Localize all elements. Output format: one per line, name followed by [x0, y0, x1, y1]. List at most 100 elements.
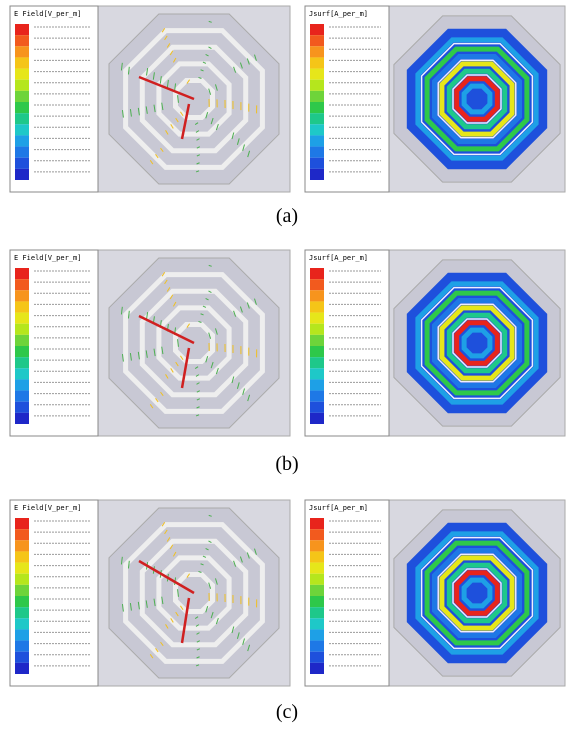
field-vector [121, 353, 124, 362]
legend-title: Jsurf[A_per_m] [309, 254, 368, 262]
legend-swatch [310, 379, 324, 391]
field-vector [149, 160, 154, 165]
field-vector [215, 617, 219, 625]
field-vector [196, 656, 200, 659]
spiral-gap [452, 568, 502, 618]
current-band [454, 570, 500, 616]
field-vector [196, 640, 200, 643]
current-band [432, 548, 522, 638]
legend-swatch [15, 562, 29, 574]
field-vector [215, 123, 219, 131]
field-vector [155, 154, 159, 159]
legend-swatch [310, 368, 324, 380]
field-vector [175, 361, 179, 367]
field-vector [127, 560, 130, 569]
spiral-track [139, 288, 249, 398]
field-vector [161, 271, 166, 277]
caption: (c) [276, 701, 298, 723]
field-vector [198, 76, 202, 79]
legend-title: E Field[V_per_m] [14, 10, 81, 18]
legend-swatch [15, 629, 29, 641]
field-vector [120, 556, 123, 565]
spiral-track [123, 272, 265, 414]
legend-swatch [310, 290, 324, 302]
field-vector [195, 624, 200, 627]
field-vector [127, 66, 130, 75]
field-vector [231, 626, 235, 634]
field-vector [121, 109, 124, 118]
legend-swatch [15, 312, 29, 324]
field-vector [170, 618, 174, 623]
field-vector [164, 529, 168, 535]
legend-swatch [310, 540, 324, 552]
field-vector [129, 603, 132, 611]
field-vector [174, 83, 177, 92]
field-vector [164, 279, 168, 285]
current-band [424, 46, 530, 152]
field-vector-strong [180, 103, 191, 140]
legend-swatch [15, 57, 29, 69]
legend-swatch [15, 68, 29, 80]
field-vector [200, 69, 204, 72]
current-band [454, 320, 500, 366]
field-vector [169, 544, 174, 550]
field-vector [161, 27, 166, 33]
field-vector [208, 46, 212, 50]
field-vector [236, 382, 240, 389]
field-vector [166, 537, 171, 542]
legend-swatch [310, 651, 324, 663]
legend-swatch [15, 279, 29, 291]
legend-swatch [15, 640, 29, 652]
spiral-gap [420, 42, 534, 156]
legend-swatch [310, 90, 324, 102]
field-vector [186, 79, 190, 84]
legend-swatch [15, 518, 29, 530]
legend-swatch [310, 113, 324, 125]
legend-swatch [310, 401, 324, 413]
field-vector [152, 72, 155, 80]
legend-swatch [310, 346, 324, 358]
field-vector [161, 102, 164, 111]
field-vector [194, 616, 199, 619]
legend-swatch [15, 596, 29, 608]
current-band [415, 531, 539, 655]
legend-swatch [310, 640, 324, 652]
field-vector [145, 106, 148, 114]
spiral-track [173, 572, 215, 614]
field-vector [208, 514, 212, 517]
field-vector [145, 600, 148, 608]
field-vector [165, 624, 169, 629]
field-vector [208, 290, 212, 294]
field-vector [202, 555, 207, 558]
legend-swatch [310, 102, 324, 114]
field-vector [155, 648, 159, 653]
field-vector [254, 54, 257, 61]
spiral-gap [437, 59, 517, 139]
field-vector [205, 606, 209, 613]
field-vector [215, 367, 219, 375]
field-vector [236, 632, 240, 639]
legend-swatch [310, 68, 324, 80]
legend-swatch [310, 518, 324, 530]
legend-swatch [15, 368, 29, 380]
field-vector [196, 154, 201, 157]
field-vector [159, 76, 162, 84]
field-vector [214, 578, 218, 585]
field-vector [208, 20, 212, 23]
legend-swatch [15, 323, 29, 335]
field-vector [170, 368, 174, 373]
current-band [446, 68, 508, 130]
field-vector [160, 147, 164, 152]
field-vector [194, 122, 199, 125]
field-vector [172, 551, 177, 557]
spiral-track [123, 28, 265, 170]
field-vector [120, 62, 123, 71]
field-vector [177, 339, 179, 347]
field-vector [165, 130, 169, 135]
legend-swatch [15, 584, 29, 596]
field-vector [120, 306, 123, 315]
field-vector [175, 117, 179, 123]
field-vector [153, 348, 156, 357]
field-vector [149, 654, 154, 659]
field-vector [200, 313, 204, 316]
